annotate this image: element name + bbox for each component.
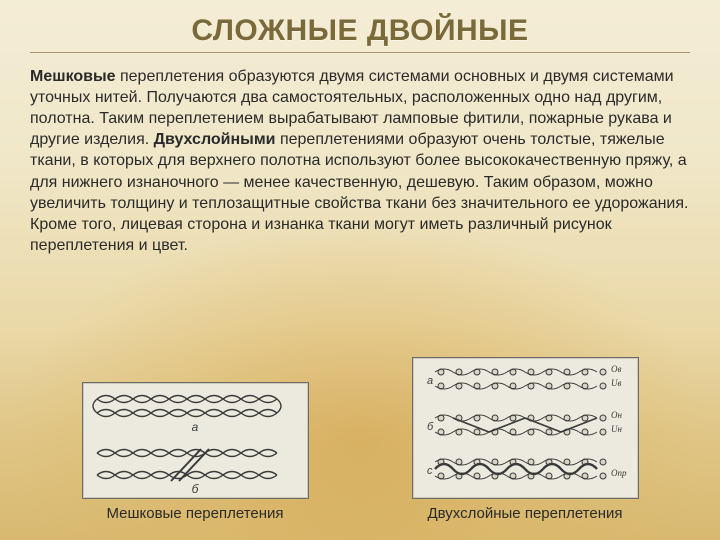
body-run-3: переплетениями образуют очень толстые, т…	[30, 131, 688, 254]
figure-left-image: а б	[82, 382, 309, 499]
thread-label: Uв	[611, 378, 621, 388]
figure-left-sublabel-b: б	[191, 482, 199, 496]
body-paragraph: Мешковые переплетения образуются двумя с…	[30, 66, 690, 256]
figure-left: а б Мешковые переплетения	[82, 382, 309, 522]
figure-right-image: Oв Uв Oн Uн Oпр	[412, 357, 639, 499]
weave-diagram-icon: а б	[83, 383, 308, 498]
title-rule	[30, 52, 690, 53]
term-meshkovye: Мешковые	[30, 68, 116, 85]
figure-right-sublabel-c: с	[427, 465, 433, 477]
thread-label: Oв	[611, 364, 621, 374]
thread-label: Oпр	[611, 468, 627, 478]
figure-right-sublabel-b: б	[427, 421, 434, 433]
term-dvukhsloinymi: Двухслойными	[154, 131, 276, 148]
figure-right: Oв Uв Oн Uн Oпр	[412, 357, 639, 522]
slide-title: СЛОЖНЫЕ ДВОЙНЫЕ	[30, 14, 690, 48]
figures-row: а б Мешковые переплетения	[30, 357, 690, 522]
figure-left-sublabel-a: а	[191, 420, 198, 434]
title-block: СЛОЖНЫЕ ДВОЙНЫЕ	[30, 14, 690, 53]
thread-label: Oн	[611, 410, 622, 420]
thread-label: Uн	[611, 424, 622, 434]
figure-right-sublabel-a: а	[427, 375, 433, 387]
slide: СЛОЖНЫЕ ДВОЙНЫЕ Мешковые переплетения об…	[0, 0, 720, 540]
figure-left-caption: Мешковые переплетения	[106, 505, 283, 522]
double-layer-diagram-icon: Oв Uв Oн Uн Oпр	[413, 358, 638, 498]
figure-right-caption: Двухслойные переплетения	[427, 505, 622, 522]
